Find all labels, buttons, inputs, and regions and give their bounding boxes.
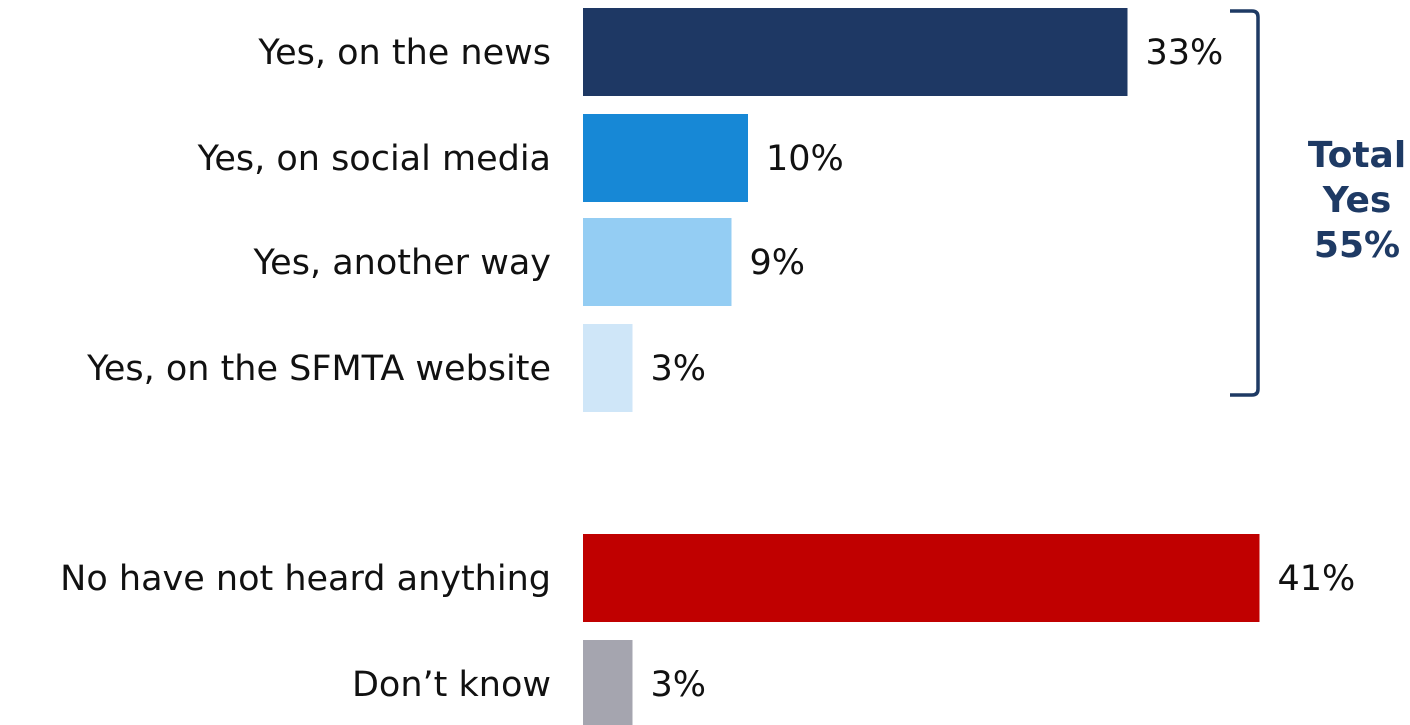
bar-2 (583, 114, 748, 202)
category-label-2: Yes, on social media (197, 139, 551, 179)
category-label-6: Don’t know (352, 665, 551, 705)
bar-3 (583, 218, 732, 306)
total-yes-bracket (1230, 9, 1260, 397)
value-label-1: 33% (1146, 33, 1224, 73)
category-label-5: No have not heard anything (60, 559, 551, 599)
bar-6 (583, 640, 633, 725)
category-label-1: Yes, on the news (257, 33, 551, 73)
value-label-3: 9% (750, 243, 806, 283)
bar-1 (583, 8, 1128, 96)
total-yes-value: 55% (1314, 225, 1400, 266)
value-labels: 33% 10% 9% 3% 41% 3% (651, 33, 1356, 705)
category-label-3: Yes, another way (252, 243, 551, 283)
bar-5 (583, 534, 1260, 622)
bar-4 (583, 324, 633, 412)
value-label-4: 3% (651, 349, 707, 389)
value-label-2: 10% (766, 139, 844, 179)
value-label-6: 3% (651, 665, 707, 705)
bars (583, 8, 1260, 725)
category-label-4: Yes, on the SFMTA website (86, 349, 551, 389)
total-yes-label-line1: Total (1308, 135, 1406, 176)
total-yes-label-line2: Yes (1322, 180, 1392, 221)
value-label-5: 41% (1278, 559, 1356, 599)
category-labels: Yes, on the news Yes, on social media Yes,… (60, 33, 551, 705)
